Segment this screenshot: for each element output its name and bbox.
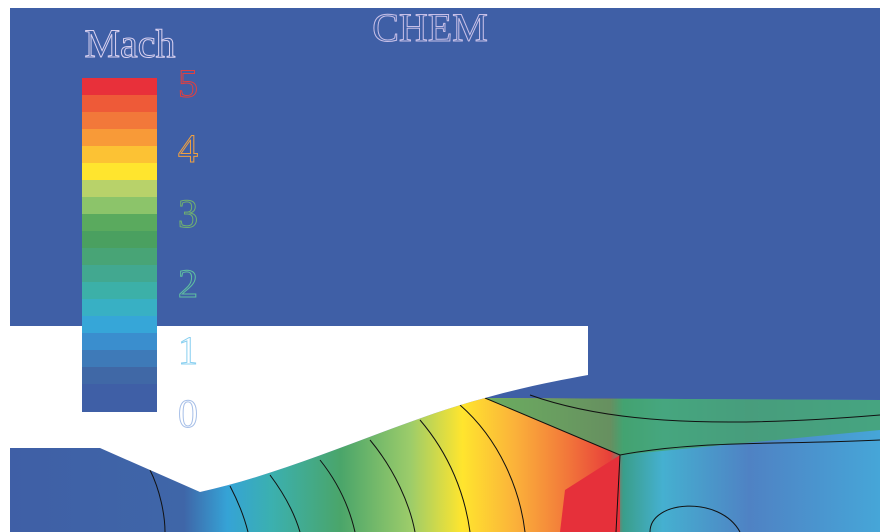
colorbar-tick: 2 [178,261,198,306]
title: CHEM [372,5,488,50]
expansion-region [485,398,880,455]
high-mach-core [560,455,620,532]
colorbar-tick: 3 [178,191,198,236]
colorbar-tick: 1 [178,328,198,373]
colorbar-tick: 4 [178,126,198,171]
contour-lines [149,394,880,532]
colorbar [82,78,157,412]
colorbar-tick: 0 [178,391,198,436]
colorbar-label: Mach [84,21,175,66]
colorbar-tick: 5 [178,61,198,106]
